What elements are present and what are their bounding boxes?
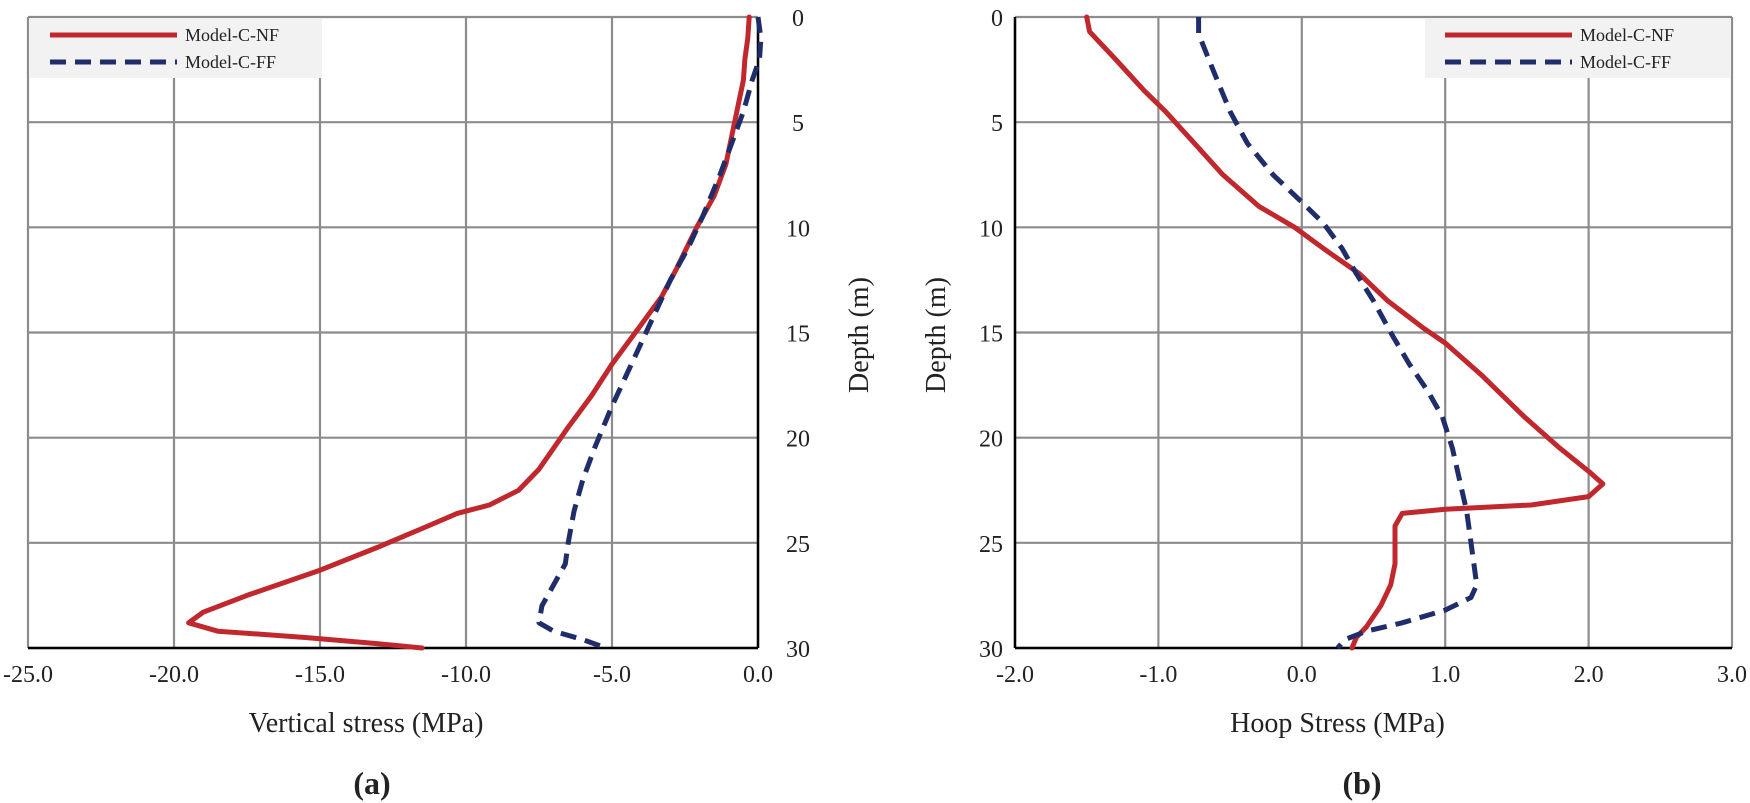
panel-b-y-tick-label: 25 [979,532,1003,558]
panel-a-x-tick-label: -5.0 [593,662,631,688]
panel-b-y-tick-label: 5 [991,111,1003,137]
panel-b-y-tick-label: 30 [979,637,1003,663]
panel-b-y-tick-label: 10 [979,216,1003,242]
panel-a-x-tick-label: -15.0 [295,662,345,688]
panel-a-legend: Model-C-NF Model-C-FF [30,18,322,78]
panel-a-x-tick-label: -20.0 [149,662,199,688]
panel-a-x-axis-title: Vertical stress (MPa) [249,708,484,739]
panel-a-series-model-c-ff [536,16,764,651]
panel-b-x-tick-label: 3.0 [1717,662,1747,688]
panel-b-legend-label: Model-C-FF [1580,52,1671,72]
panel-a-x-tick-label: -25.0 [3,662,53,688]
panel-a-y-tick-label: 25 [786,532,810,558]
panel-a-legend-box [30,18,322,78]
panel-b-x-tick-label: 0.0 [1287,662,1317,688]
panel-a-x-tick-label: 0.0 [743,662,773,688]
panel-b-x-tick-label: 2.0 [1574,662,1604,688]
panel-b-y-tick-label: 15 [979,322,1003,348]
panel-b-x-axis-title: Hoop Stress (MPa) [1230,708,1445,739]
panel-a-y-axis-title: Depth (m) [844,277,875,393]
panel-a-y-tick-label: 20 [786,427,810,453]
panel-b-series-model-c-nf [1084,14,1606,651]
panel-b-legend-box [1425,18,1730,78]
panel-a-y-tick-label: 10 [786,216,810,242]
panel-b-x-tick-label: -2.0 [996,662,1034,688]
panel-b: -2.0 -1.0 0.0 1.0 2.0 3.0 0 5 10 15 20 25 30 Hoop Str… [921,6,1747,801]
panel-a-label: (a) [353,765,390,801]
panel-b-x-tick-label: 1.0 [1430,662,1460,688]
panel-a-legend-label: Model-C-NF [185,25,279,45]
panel-a-y-tick-label: 0 [792,6,804,32]
panel-a-y-tick-label: 5 [792,111,804,137]
panel-a-legend-label: Model-C-FF [185,52,276,72]
panel-b-series-model-c-ff [1196,17,1480,650]
panel-b-y-tick-label: 20 [979,427,1003,453]
panel-b-y-tick-label: 0 [991,6,1003,32]
panel-b-label: (b) [1342,765,1381,801]
panel-a-y-tick-label: 15 [786,322,810,348]
panel-a-y-tick-label: 30 [786,637,810,663]
panel-a-x-tick-label: -10.0 [441,662,491,688]
panel-b-y-axis-title: Depth (m) [921,277,952,393]
panel-b-legend: Model-C-NF Model-C-FF [1425,18,1730,78]
panel-b-legend-label: Model-C-NF [1580,25,1674,45]
panel-a: -25.0 -20.0 -15.0 -10.0 -5.0 0.0 0 5 10 15 20 25 30 V… [3,6,875,801]
panel-b-x-tick-label: -1.0 [1139,662,1177,688]
